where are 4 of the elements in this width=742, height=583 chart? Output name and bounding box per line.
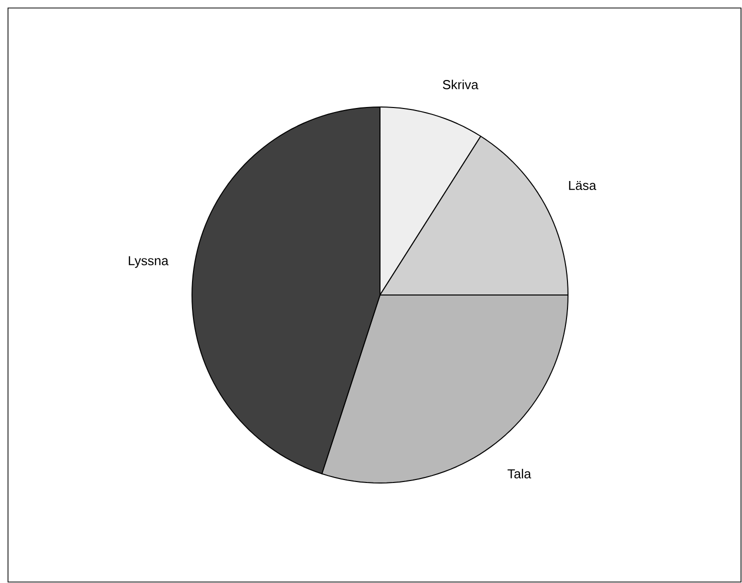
slice-label: Läsa: [569, 180, 596, 190]
slice-label: Lyssna: [128, 256, 168, 268]
slice-label: Skriva: [442, 80, 478, 90]
slice-label: Tala: [508, 468, 532, 478]
